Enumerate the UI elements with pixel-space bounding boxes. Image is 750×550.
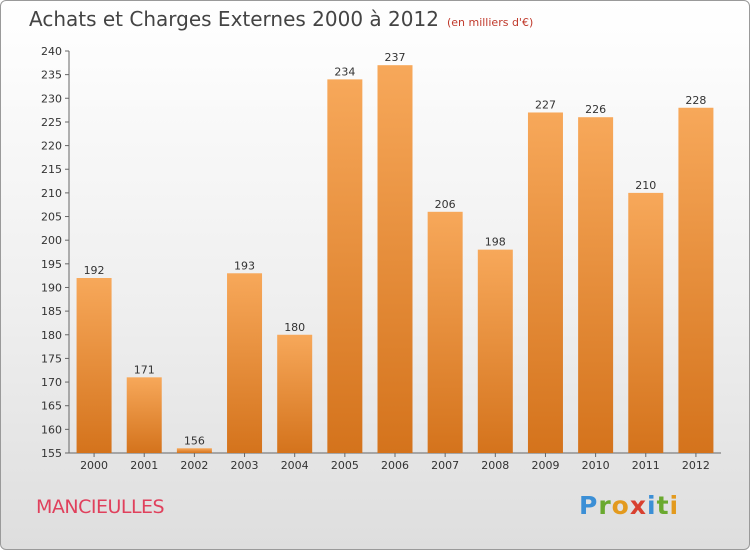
logo-letter: P: [579, 491, 599, 520]
y-tick-label: 240: [41, 45, 62, 58]
x-tick-label: 2012: [682, 459, 710, 472]
x-tick-label: 2000: [80, 459, 108, 472]
x-tick-label: 2011: [632, 459, 660, 472]
x-tick-label: 2009: [531, 459, 559, 472]
bar: [527, 112, 563, 453]
bar: [176, 448, 212, 453]
y-tick-label: 175: [41, 352, 62, 365]
logo-letter: t: [656, 491, 670, 520]
y-tick-label: 200: [41, 234, 62, 247]
y-tick-label: 180: [41, 329, 62, 342]
x-tick-label: 2002: [180, 459, 208, 472]
y-tick-label: 165: [41, 400, 62, 413]
commune-name: MANCIEULLES: [36, 496, 165, 518]
x-tick-label: 2006: [381, 459, 409, 472]
y-tick-label: 160: [41, 423, 62, 436]
chart-subtitle: (en milliers d'€): [446, 16, 534, 29]
bar-value-label: 180: [284, 321, 305, 334]
y-tick-label: 235: [41, 69, 62, 82]
bar: [578, 117, 614, 453]
y-tick-label: 185: [41, 305, 62, 318]
bar-value-label: 226: [585, 103, 606, 116]
chart-bars: 192 171 156 193 180 234 237 206 198 227 226 210 228: [76, 51, 714, 454]
x-tick-label: 2003: [231, 459, 259, 472]
y-tick-label: 225: [41, 116, 62, 129]
bar: [277, 334, 313, 453]
y-tick-label: 155: [41, 447, 62, 460]
y-tick-label: 170: [41, 376, 62, 389]
bar: [126, 377, 162, 453]
y-tick-label: 230: [41, 92, 62, 105]
bar: [76, 278, 112, 453]
chart-title: Achats et Charges Externes 2000 à 2012 (e…: [29, 7, 533, 31]
bar: [628, 192, 664, 453]
logo-letter: x: [629, 491, 647, 520]
bar-value-label: 227: [535, 98, 556, 111]
y-tick-label: 215: [41, 163, 62, 176]
bar-value-label: 210: [635, 179, 656, 192]
bar-value-label: 171: [134, 363, 155, 376]
bar-value-label: 206: [435, 198, 456, 211]
bar-value-label: 198: [485, 236, 506, 249]
x-tick-label: 2007: [431, 459, 459, 472]
bar: [427, 211, 463, 453]
bar-value-label: 237: [385, 51, 406, 64]
x-tick-label: 2001: [130, 459, 158, 472]
logo-letter: r: [598, 491, 612, 520]
logo-letter: i: [647, 491, 657, 520]
bar: [377, 65, 413, 453]
bar: [678, 107, 714, 454]
y-tick-label: 210: [41, 187, 62, 200]
x-tick-label: 2010: [582, 459, 610, 472]
chart-title-text: Achats et Charges Externes 2000 à 2012: [29, 7, 439, 31]
y-tick-label: 190: [41, 281, 62, 294]
bar-value-label: 234: [334, 65, 355, 78]
x-tick-label: 2005: [331, 459, 359, 472]
bar-value-label: 156: [184, 434, 205, 447]
x-tick-label: 2004: [281, 459, 309, 472]
y-tick-label: 195: [41, 258, 62, 271]
logo-letter: o: [611, 491, 630, 520]
bar: [227, 273, 263, 453]
bar-value-label: 193: [234, 259, 255, 272]
bar-value-label: 228: [685, 94, 706, 107]
bar: [327, 79, 363, 454]
logo-letter: i: [669, 491, 680, 520]
x-tick-label: 2008: [481, 459, 509, 472]
proxiti-logo: Proxiti: [579, 491, 679, 520]
y-tick-label: 220: [41, 140, 62, 153]
y-tick-label: 205: [41, 211, 62, 224]
chart-axes: 155 160 165 170 175 180 185 190 195 200 205 210 215 2…: [41, 45, 721, 472]
bar-value-label: 192: [84, 264, 105, 277]
bar: [477, 249, 513, 453]
